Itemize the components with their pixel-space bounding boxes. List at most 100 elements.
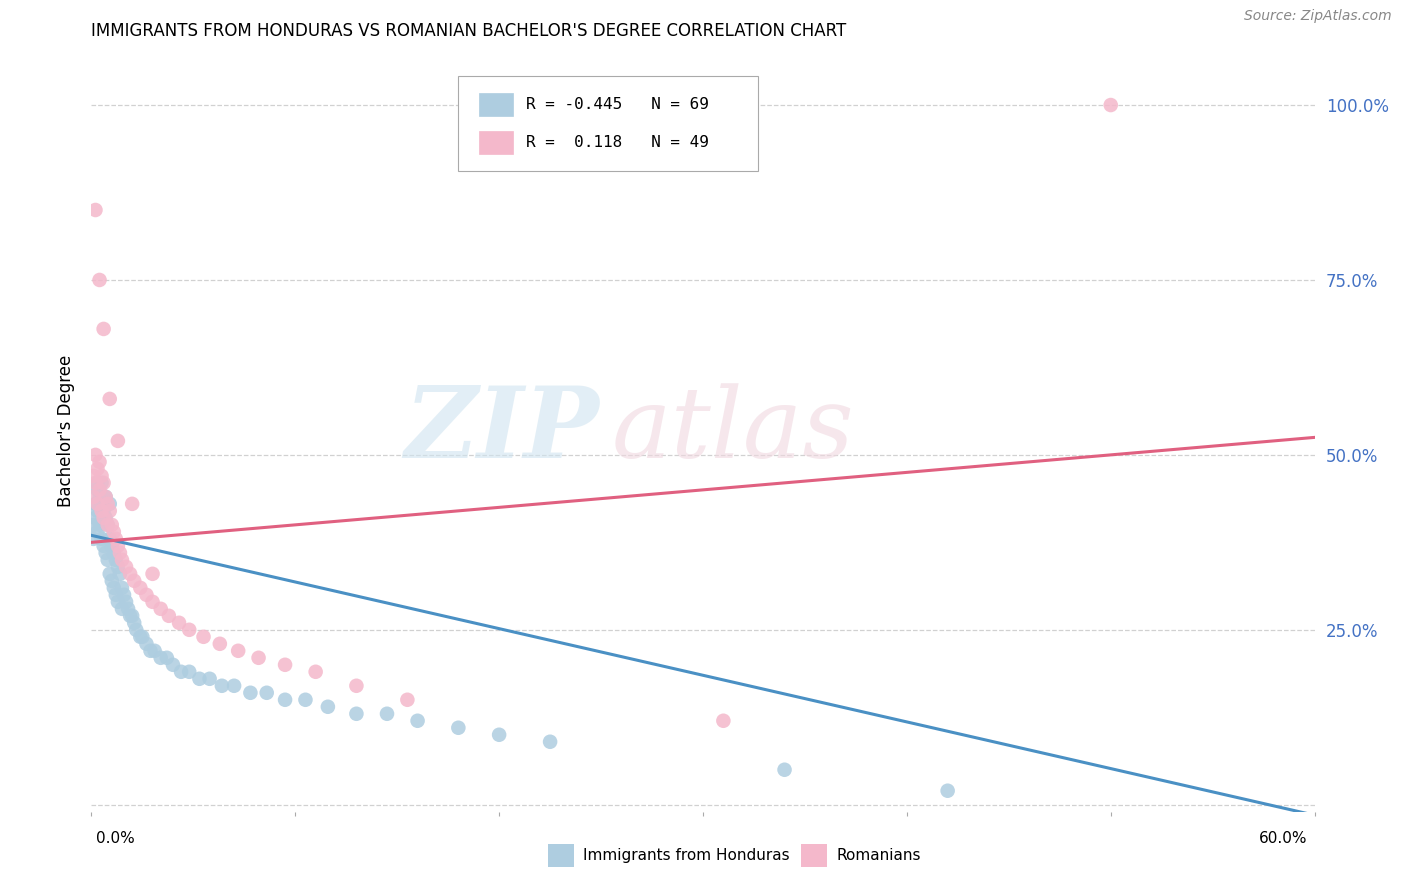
Point — [773, 763, 796, 777]
Point — [84, 475, 107, 490]
Point — [141, 595, 163, 609]
Point — [90, 497, 112, 511]
Text: atlas: atlas — [612, 383, 853, 478]
Point — [179, 665, 201, 679]
Point — [936, 783, 959, 797]
Point — [104, 532, 127, 546]
Text: IMMIGRANTS FROM HONDURAS VS ROMANIAN BACHELOR'S DEGREE CORRELATION CHART: IMMIGRANTS FROM HONDURAS VS ROMANIAN BAC… — [91, 22, 846, 40]
Point — [117, 602, 139, 616]
Point — [101, 574, 124, 588]
Point — [131, 630, 153, 644]
Text: Immigrants from Honduras: Immigrants from Honduras — [583, 848, 790, 863]
Point — [226, 644, 249, 658]
Point — [111, 581, 134, 595]
Point — [94, 490, 117, 504]
Point — [208, 637, 231, 651]
Point — [222, 679, 246, 693]
Point — [94, 490, 117, 504]
Point — [82, 468, 104, 483]
Point — [121, 497, 143, 511]
Point — [86, 497, 108, 511]
Point — [274, 657, 297, 672]
Point — [149, 602, 172, 616]
Point — [488, 728, 510, 742]
Point — [101, 517, 124, 532]
Point — [711, 714, 734, 728]
Point — [125, 623, 148, 637]
Point — [93, 511, 115, 525]
Text: R = -0.445   N = 69: R = -0.445 N = 69 — [526, 97, 709, 112]
Point — [375, 706, 398, 721]
Point — [86, 475, 108, 490]
Point — [84, 497, 107, 511]
Point — [89, 517, 111, 532]
Point — [86, 462, 108, 476]
Point — [94, 511, 117, 525]
Point — [1099, 98, 1122, 112]
Point — [193, 630, 215, 644]
Point — [121, 608, 143, 623]
Point — [447, 721, 470, 735]
Point — [247, 650, 270, 665]
Point — [89, 483, 111, 497]
Point — [101, 539, 124, 553]
Point — [98, 532, 121, 546]
Point — [188, 672, 211, 686]
Point — [120, 608, 142, 623]
Point — [156, 650, 179, 665]
Point — [107, 595, 129, 609]
Point — [94, 546, 117, 560]
Point — [107, 434, 129, 448]
Point — [149, 650, 172, 665]
Point — [84, 511, 107, 525]
Point — [86, 524, 108, 539]
Point — [103, 546, 125, 560]
Point — [170, 665, 193, 679]
Point — [294, 692, 316, 706]
Point — [162, 657, 184, 672]
Point — [135, 637, 157, 651]
Point — [107, 559, 129, 574]
Point — [89, 455, 111, 469]
Point — [98, 566, 121, 581]
FancyBboxPatch shape — [458, 76, 758, 171]
Point — [167, 615, 190, 630]
Bar — [479, 94, 513, 116]
Point — [111, 602, 134, 616]
Point — [304, 665, 326, 679]
Point — [396, 692, 419, 706]
Text: 0.0%: 0.0% — [96, 831, 135, 846]
Point — [122, 615, 145, 630]
Point — [93, 475, 115, 490]
Text: Romanians: Romanians — [837, 848, 921, 863]
Point — [198, 672, 221, 686]
Point — [86, 483, 108, 497]
Point — [122, 574, 145, 588]
Point — [98, 497, 121, 511]
Point — [108, 546, 131, 560]
Point — [274, 692, 297, 706]
Point — [97, 517, 120, 532]
Point — [346, 706, 368, 721]
Text: Source: ZipAtlas.com: Source: ZipAtlas.com — [1244, 9, 1392, 23]
Point — [97, 517, 120, 532]
Point — [141, 566, 163, 581]
Point — [111, 553, 134, 567]
Point — [129, 581, 152, 595]
Text: R =  0.118   N = 49: R = 0.118 N = 49 — [526, 136, 709, 151]
Point — [93, 504, 115, 518]
Point — [239, 686, 262, 700]
Point — [406, 714, 429, 728]
Point — [82, 532, 104, 546]
Point — [316, 699, 339, 714]
Point — [89, 490, 111, 504]
Point — [103, 581, 125, 595]
Point — [84, 448, 107, 462]
Point — [179, 623, 201, 637]
Point — [346, 679, 368, 693]
Point — [90, 504, 112, 518]
Point — [90, 468, 112, 483]
Point — [135, 588, 157, 602]
Bar — [479, 131, 513, 154]
Point — [157, 608, 180, 623]
